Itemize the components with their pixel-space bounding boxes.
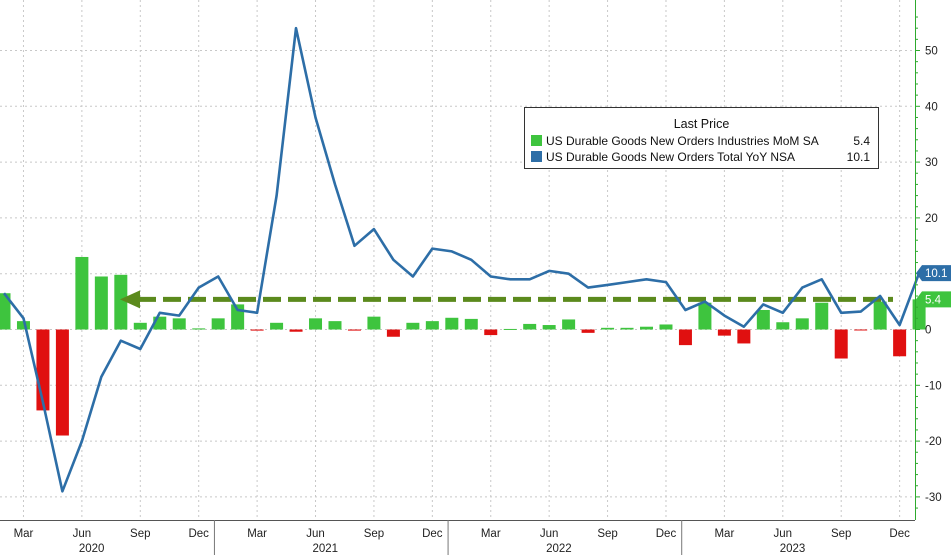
bar <box>562 319 576 330</box>
year-label: 2023 <box>780 543 806 555</box>
bar <box>834 329 848 359</box>
bar <box>75 256 89 330</box>
value-tag-label: 10.1 <box>925 268 947 280</box>
year-label: 2021 <box>312 543 338 555</box>
legend-value-yoy: 10.1 <box>846 149 870 164</box>
x-tick-label: Mar <box>14 528 34 540</box>
bar <box>581 329 595 333</box>
value-tag: 10.1 <box>916 265 951 282</box>
x-tick-label: Mar <box>247 528 267 540</box>
bar <box>172 318 186 330</box>
legend-item-mom: US Durable Goods New Orders Industries M… <box>531 133 870 148</box>
x-tick-label: Dec <box>889 528 910 540</box>
x-tick-label: Sep <box>597 528 617 540</box>
bar <box>756 309 770 330</box>
y-tick-label: -20 <box>925 436 942 448</box>
y-tick-label: 50 <box>925 46 938 58</box>
bar <box>328 321 342 330</box>
value-tag-box <box>916 265 951 282</box>
bar <box>16 321 30 330</box>
bar <box>445 317 459 330</box>
legend-item-yoy: US Durable Goods New Orders Total YoY NS… <box>531 149 870 164</box>
x-tick-label: Dec <box>422 528 443 540</box>
bar <box>737 329 751 344</box>
bar <box>464 318 478 330</box>
bar <box>289 329 303 332</box>
value-tag-label: 5.4 <box>925 294 942 306</box>
x-tick-label: Jun <box>540 528 559 540</box>
year-label: 2022 <box>546 543 572 555</box>
bar <box>0 293 11 330</box>
x-tick-label: Mar <box>714 528 734 540</box>
legend-label-yoy: US Durable Goods New Orders Total YoY NS… <box>546 149 796 164</box>
bar <box>620 327 634 330</box>
x-tick-label: Sep <box>364 528 384 540</box>
bar <box>386 329 400 337</box>
y-tick-label: 30 <box>925 157 938 169</box>
legend-swatch-yoy <box>531 151 542 162</box>
legend-title: Last Price <box>673 117 730 131</box>
bar <box>893 329 907 357</box>
legend-value-mom: 5.4 <box>853 133 870 148</box>
bar <box>523 323 537 330</box>
reference-arrowhead <box>120 290 140 309</box>
line-series <box>2 26 921 493</box>
value-tag: 5.4 <box>916 291 951 308</box>
x-tick-label: Mar <box>481 528 501 540</box>
year-label: 2020 <box>79 543 105 555</box>
y-tick-label: -30 <box>925 492 942 504</box>
bar <box>270 322 284 330</box>
x-tick-label: Dec <box>656 528 677 540</box>
bar <box>698 302 712 330</box>
bar <box>367 316 381 330</box>
bar <box>114 274 128 330</box>
bar <box>776 322 790 330</box>
legend: Last Price US Durable Goods New Orders I… <box>524 107 879 169</box>
bar <box>640 326 654 330</box>
bar <box>815 302 829 330</box>
x-tick-label: Jun <box>306 528 325 540</box>
plot-area <box>0 0 915 520</box>
y-tick-label: 20 <box>925 213 938 225</box>
bar <box>542 325 556 330</box>
legend-label-mom: US Durable Goods New Orders Industries M… <box>546 133 819 148</box>
bar <box>873 301 887 330</box>
bar <box>425 321 439 330</box>
y-tick-label: 40 <box>925 101 938 113</box>
bar <box>309 318 323 330</box>
y-tick-label: 0 <box>925 325 931 337</box>
bar <box>406 322 420 330</box>
bar <box>250 329 264 331</box>
bar <box>94 276 108 330</box>
value-tag-box <box>916 291 951 308</box>
bar <box>717 329 731 336</box>
bar <box>192 328 206 330</box>
bar <box>854 329 868 331</box>
x-tick-label: Sep <box>130 528 150 540</box>
x-tick-label: Dec <box>188 528 209 540</box>
bar <box>55 329 69 436</box>
bar <box>503 328 517 330</box>
y-tick-label: -10 <box>925 380 942 392</box>
bar <box>678 329 692 346</box>
legend-swatch-mom <box>531 135 542 146</box>
bar <box>795 318 809 330</box>
bar <box>211 318 225 330</box>
bar <box>484 329 498 336</box>
bar <box>601 327 615 330</box>
bar <box>133 322 147 330</box>
x-tick-label: Jun <box>73 528 92 540</box>
x-tick-label: Sep <box>831 528 851 540</box>
x-tick-label: Jun <box>774 528 793 540</box>
bar <box>659 324 673 330</box>
bar <box>347 329 361 331</box>
